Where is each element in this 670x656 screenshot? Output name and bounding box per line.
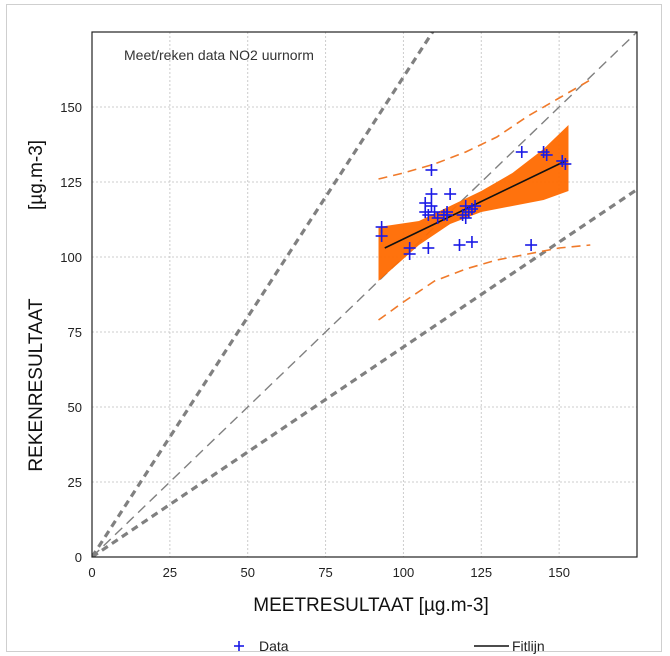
identity-line: [92, 32, 637, 557]
data-point: [515, 146, 528, 158]
confidence-band: [378, 125, 569, 281]
legend: Data Fitlijn: [234, 638, 545, 654]
data-point: [422, 242, 435, 254]
y-tick-label: 150: [60, 100, 82, 115]
prediction-lower-line: [378, 244, 591, 321]
data-point: [462, 206, 475, 218]
prediction-upper-line: [378, 79, 591, 180]
y-tick-label: 25: [68, 475, 82, 490]
tick-labels: 0 25 50 75 100 125 150 0 25 50 75 100 125 150: [60, 100, 570, 580]
data-point: [556, 155, 569, 167]
plot-content: [92, 32, 637, 557]
y-tick-label: 0: [75, 550, 82, 565]
upper-reference-line: [92, 32, 435, 557]
x-axis-title: MEETRESULTAAT [µg.m-3]: [253, 595, 488, 616]
y-tick-label: 100: [60, 250, 82, 265]
plot-area-border: [91, 31, 638, 558]
data-point: [459, 212, 472, 224]
chart-title: Meet/reken data NO2 uurnorm: [124, 47, 314, 63]
data-point: [425, 188, 438, 200]
data-point: [537, 146, 550, 158]
y-tick-label: 125: [60, 175, 82, 190]
x-tick-label: 150: [548, 565, 570, 580]
x-tick-label: 125: [470, 565, 492, 580]
legend-fit-label: Fitlijn: [512, 638, 545, 654]
data-point: [431, 212, 444, 224]
data-point: [425, 164, 438, 176]
data-point: [425, 200, 438, 212]
lower-reference-line: [92, 188, 637, 557]
data-point: [456, 209, 469, 221]
x-tick-label: 0: [88, 565, 95, 580]
y-tick-label: 50: [68, 400, 82, 415]
data-point: [422, 209, 435, 221]
data-point: [375, 230, 388, 242]
data-point: [428, 206, 441, 218]
y-tick-label: 75: [68, 325, 82, 340]
y-axis-title: REKENRESULTAAT: [26, 298, 47, 472]
data-point: [469, 200, 482, 212]
x-tick-label: 75: [318, 565, 332, 580]
data-point: [444, 188, 457, 200]
data-point: [465, 203, 478, 215]
data-point: [525, 239, 538, 251]
legend-data-label: Data: [259, 638, 289, 654]
data-point: [403, 248, 416, 260]
chart-frame: [6, 4, 662, 652]
data-point: [441, 209, 454, 221]
legend-data-marker: [234, 641, 244, 651]
data-point: [559, 158, 572, 170]
data-point: [540, 149, 553, 161]
y-axis-unit: [µg.m-3]: [26, 140, 47, 210]
x-tick-label: 50: [240, 565, 254, 580]
data-point: [453, 239, 466, 251]
x-tick-label: 100: [393, 565, 415, 580]
data-point: [465, 236, 478, 248]
grid-lines: [92, 32, 637, 557]
x-tick-label: 25: [163, 565, 177, 580]
